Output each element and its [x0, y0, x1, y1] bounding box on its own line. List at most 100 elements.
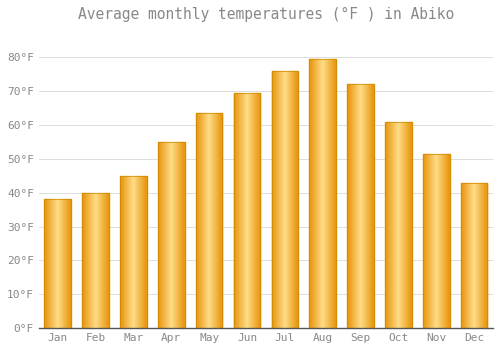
Bar	[442, 154, 443, 328]
Bar	[389, 121, 390, 328]
Bar	[475, 182, 476, 328]
Bar	[364, 84, 365, 328]
Bar	[439, 154, 440, 328]
Bar	[142, 176, 144, 328]
Bar	[69, 199, 70, 328]
Bar	[477, 182, 478, 328]
Bar	[328, 59, 330, 328]
Bar	[70, 199, 71, 328]
Bar	[249, 93, 250, 328]
Bar	[334, 59, 336, 328]
Bar	[129, 176, 130, 328]
Bar	[201, 113, 202, 328]
Bar	[348, 84, 374, 328]
Bar	[208, 113, 209, 328]
Bar	[402, 121, 403, 328]
Bar	[251, 93, 252, 328]
Bar	[470, 182, 471, 328]
Bar	[245, 93, 246, 328]
Bar	[172, 142, 174, 328]
Bar	[108, 193, 109, 328]
Bar	[253, 93, 254, 328]
Bar	[236, 93, 237, 328]
Bar	[272, 71, 298, 328]
Bar	[440, 154, 441, 328]
Bar	[363, 84, 364, 328]
Bar	[133, 176, 134, 328]
Bar	[88, 193, 89, 328]
Bar	[82, 193, 83, 328]
Bar	[130, 176, 131, 328]
Bar	[406, 121, 407, 328]
Bar	[427, 154, 428, 328]
Bar	[449, 154, 450, 328]
Bar	[373, 84, 374, 328]
Bar	[200, 113, 201, 328]
Bar	[482, 182, 484, 328]
Bar	[106, 193, 107, 328]
Bar	[56, 199, 57, 328]
Bar	[480, 182, 481, 328]
Bar	[293, 71, 294, 328]
Bar	[259, 93, 260, 328]
Bar	[366, 84, 367, 328]
Bar	[292, 71, 293, 328]
Bar	[237, 93, 238, 328]
Bar	[100, 193, 101, 328]
Bar	[54, 199, 55, 328]
Bar	[428, 154, 429, 328]
Bar	[218, 113, 219, 328]
Bar	[176, 142, 178, 328]
Bar	[465, 182, 466, 328]
Bar	[84, 193, 85, 328]
Bar	[242, 93, 243, 328]
Bar	[217, 113, 218, 328]
Bar	[166, 142, 168, 328]
Bar	[431, 154, 432, 328]
Bar	[473, 182, 474, 328]
Bar	[82, 193, 109, 328]
Bar	[247, 93, 248, 328]
Bar	[239, 93, 240, 328]
Bar	[138, 176, 140, 328]
Bar	[220, 113, 221, 328]
Bar	[51, 199, 52, 328]
Bar	[462, 182, 463, 328]
Bar	[429, 154, 430, 328]
Bar	[120, 176, 146, 328]
Bar	[437, 154, 438, 328]
Bar	[320, 59, 322, 328]
Bar	[128, 176, 129, 328]
Bar	[316, 59, 318, 328]
Bar	[162, 142, 164, 328]
Bar	[387, 121, 388, 328]
Bar	[468, 182, 469, 328]
Bar	[107, 193, 108, 328]
Bar	[131, 176, 132, 328]
Bar	[426, 154, 427, 328]
Bar	[97, 193, 98, 328]
Bar	[272, 71, 273, 328]
Bar	[91, 193, 92, 328]
Bar	[67, 199, 68, 328]
Bar	[356, 84, 358, 328]
Bar	[446, 154, 447, 328]
Bar	[371, 84, 372, 328]
Bar	[104, 193, 105, 328]
Bar	[137, 176, 138, 328]
Bar	[435, 154, 436, 328]
Bar	[404, 121, 405, 328]
Bar	[164, 142, 166, 328]
Bar	[212, 113, 213, 328]
Bar	[284, 71, 285, 328]
Bar	[467, 182, 468, 328]
Bar	[398, 121, 399, 328]
Bar	[315, 59, 316, 328]
Bar	[297, 71, 298, 328]
Bar	[248, 93, 249, 328]
Bar	[60, 199, 61, 328]
Bar	[423, 154, 450, 328]
Bar	[466, 182, 467, 328]
Bar	[362, 84, 363, 328]
Bar	[436, 154, 437, 328]
